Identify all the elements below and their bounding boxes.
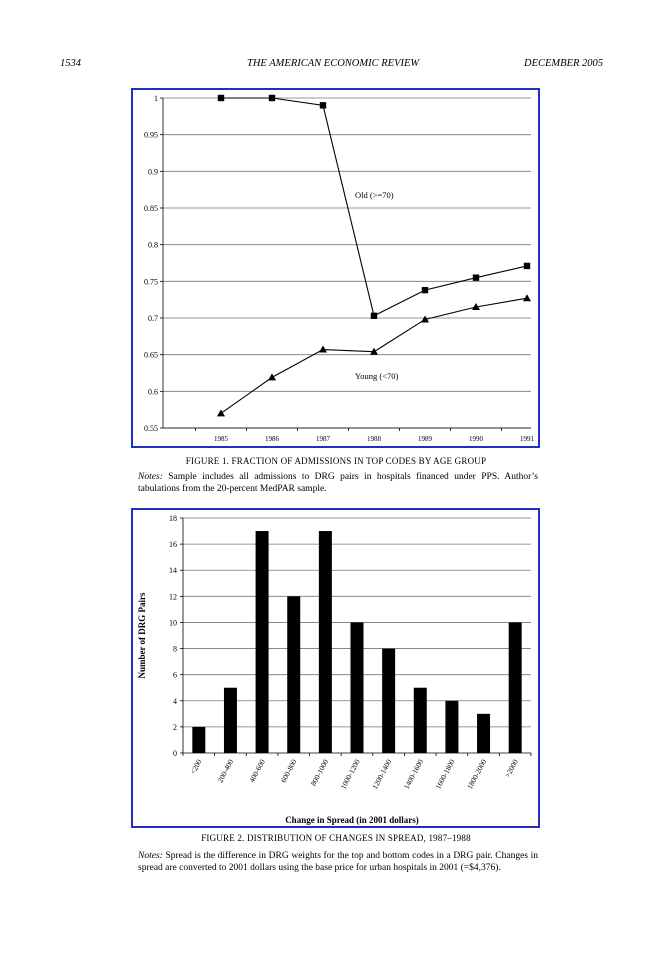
x-tick-label: 1987 (316, 435, 331, 443)
data-point-old (523, 262, 531, 270)
x-tick-label: >2000 (503, 757, 520, 778)
data-point-young (268, 373, 276, 381)
x-tick-label: 600-800 (279, 757, 299, 784)
x-tick-label: 1989 (418, 435, 433, 443)
figure1-notes-label: Notes: (138, 472, 163, 482)
y-tick-label: 16 (169, 540, 177, 549)
figure2-notes-label: Notes: (138, 851, 163, 861)
running-header: 1534 THE AMERICAN ECONOMIC REVIEW DECEMB… (0, 58, 672, 74)
data-point-old (421, 286, 429, 294)
y-tick-label: 0.95 (144, 131, 158, 140)
bar-1000-1200 (350, 622, 364, 753)
x-tick-label: 1400-1600 (402, 757, 425, 790)
bar-400-600 (255, 531, 269, 753)
x-tick-label: 1600-1800 (433, 757, 456, 790)
data-point-old (370, 312, 378, 319)
y-tick-label: 0.55 (144, 424, 158, 433)
data-point-young (370, 347, 378, 355)
x-tick-label: 800-1000 (309, 757, 331, 787)
bar->2000 (508, 622, 522, 753)
y-tick-label: 0.65 (144, 351, 158, 360)
figure2-notes-text: Spread is the difference in DRG weights … (138, 851, 539, 873)
y-axis-title: Number of DRG Pairs (137, 592, 147, 679)
bar-1600-1800 (445, 700, 459, 753)
figure1-frame: 0.55 0.6 0.65 0.7 0.75 0.8 0.85 0.9 0.95 1 1985 198… (131, 88, 540, 448)
y-tick-label: 10 (169, 618, 177, 627)
bar-200-400 (223, 687, 237, 753)
series-line-old (221, 97, 528, 317)
y-tick-label: 0.9 (148, 167, 158, 176)
y-tick-label: 0.6 (148, 387, 158, 396)
issue-date: DECEMBER 2005 (524, 58, 604, 69)
x-tick-label: 1200-1400 (370, 757, 393, 790)
x-tick-label: 200-400 (216, 757, 236, 784)
series-label-old: Old (>=70) (355, 190, 394, 200)
bar-<200 (192, 726, 206, 753)
bar-1800-2000 (477, 713, 491, 753)
x-tick-label: 400-600 (247, 757, 267, 784)
page-number: 1534 (60, 58, 81, 69)
figure2-caption: FIGURE 2. DISTRIBUTION OF CHANGES IN SPR… (201, 833, 471, 843)
data-point-old (319, 102, 327, 109)
bar-1200-1400 (382, 648, 396, 753)
data-point-young (319, 345, 327, 353)
y-tick-label: 18 (169, 514, 177, 523)
x-axis-title: Change in Spread (in 2001 dollars) (285, 815, 419, 825)
bar-800-1000 (318, 531, 332, 753)
y-tick-label: 0.75 (144, 277, 158, 286)
data-point-old (268, 94, 276, 102)
journal-title: THE AMERICAN ECONOMIC REVIEW (247, 58, 420, 69)
y-tick-label: 6 (173, 671, 177, 680)
y-tick-label: 0.8 (148, 241, 158, 250)
bar-1400-1600 (413, 687, 427, 753)
data-point-old (472, 274, 480, 281)
y-tick-label: 2 (173, 723, 177, 732)
y-tick-label: 0.85 (144, 204, 158, 213)
y-tick-label: 4 (173, 697, 177, 706)
figure1-notes-text: Sample includes all admissions to DRG pa… (138, 472, 539, 494)
x-tick-label: 1988 (367, 435, 382, 443)
figure2-notes: Notes: Spread is the difference in DRG w… (138, 851, 538, 874)
x-tick-label: 1990 (469, 435, 484, 443)
y-tick-label: 0.7 (148, 314, 158, 323)
x-tick-label: 1000-1200 (339, 757, 362, 790)
x-tick-label: 1991 (520, 435, 535, 443)
x-tick-label: 1800-2000 (465, 757, 488, 790)
x-tick-label: <200 (188, 757, 203, 775)
y-tick-label: 1 (154, 94, 158, 103)
y-tick-label: 12 (169, 592, 177, 601)
y-tick-label: 0 (173, 749, 177, 758)
x-tick-label: 1986 (265, 435, 280, 443)
data-point-young (217, 409, 225, 417)
data-point-old (217, 94, 225, 102)
y-tick-label: 8 (173, 645, 177, 654)
data-point-young (523, 294, 531, 302)
series-label-young: Young (<70) (355, 371, 399, 381)
figure2-frame: 0 2 4 6 8 10 12 14 16 18 <200 200-400 400-600 600-800… (131, 508, 540, 828)
x-tick-label: 1985 (214, 435, 229, 443)
data-point-young (421, 315, 429, 323)
y-tick-label: 14 (169, 566, 177, 575)
data-point-young (472, 303, 480, 310)
figure2-bar-chart: 0 2 4 6 8 10 12 14 16 18 <200 200-400 400-600 600-800… (137, 514, 532, 825)
bar-600-800 (287, 596, 301, 753)
figure1-notes: Notes: Sample includes all admissions to… (138, 472, 538, 495)
figure1-caption: FIGURE 1. FRACTION OF ADMISSIONS IN TOP … (185, 456, 487, 466)
figure1-line-chart: 0.55 0.6 0.65 0.7 0.75 0.8 0.85 0.9 0.95 1 1985 198… (144, 94, 535, 443)
